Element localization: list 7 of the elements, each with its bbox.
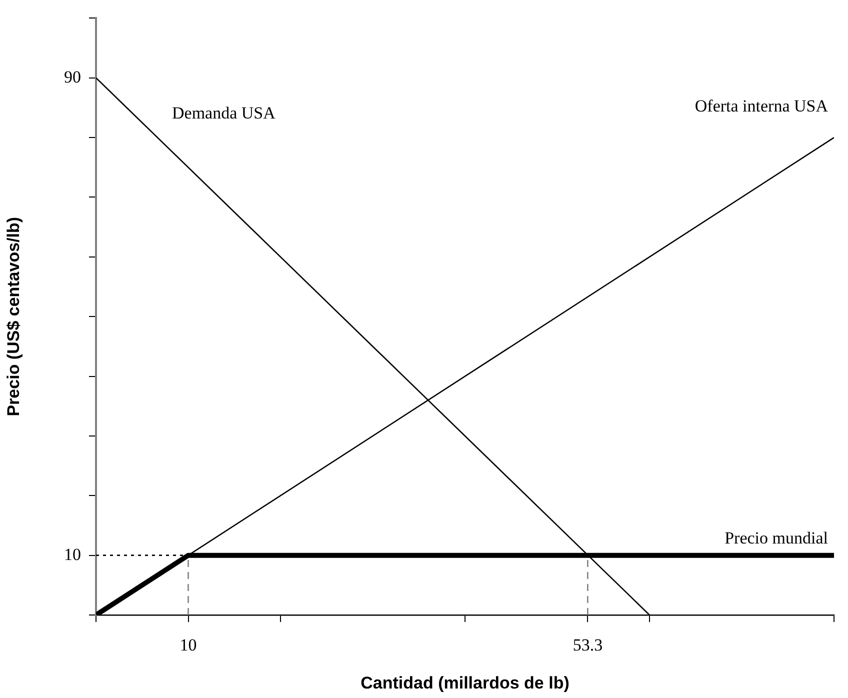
y-axis-title: Precio (US$ centavos/lb): [4, 216, 23, 416]
y-tick-label: 90: [64, 67, 81, 86]
series-label: Demanda USA: [172, 103, 276, 122]
series-label: Precio mundial: [724, 528, 828, 548]
series-label: Oferta interna USA: [694, 96, 829, 116]
x-tick-label: 53.3: [572, 636, 603, 655]
x-axis-title: Cantidad (millardos de lb): [360, 673, 570, 692]
